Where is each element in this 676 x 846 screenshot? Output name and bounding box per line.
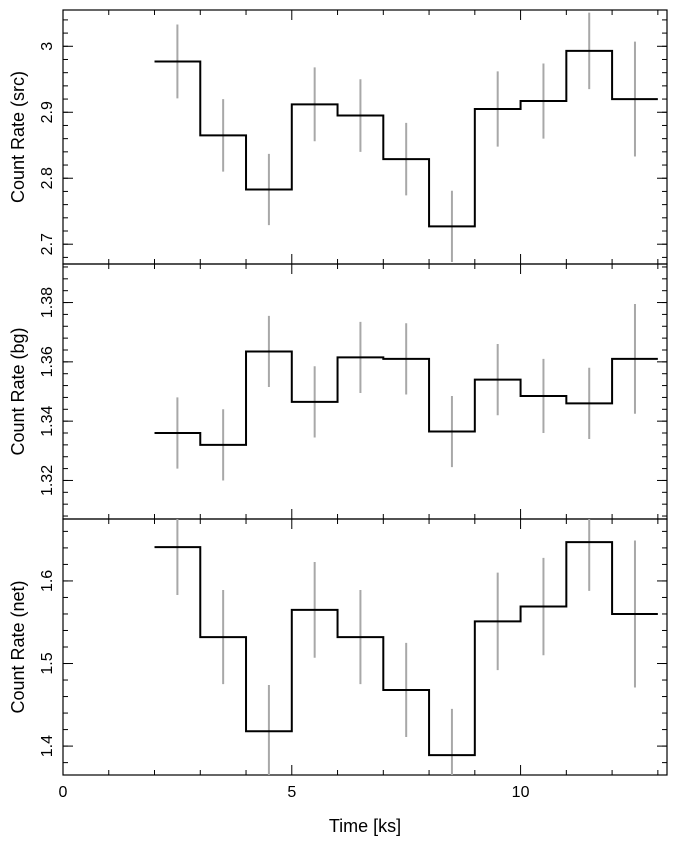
y-axis-label: Count Rate (net)	[8, 580, 28, 713]
panel-1: 2.7 2.8 2.9 3 Count Rate (src)	[8, 9, 668, 265]
y-tick-label: 2.9	[39, 101, 56, 123]
step-line	[154, 350, 658, 446]
panel-frame	[62, 263, 668, 520]
x-tick-label: 10	[512, 784, 530, 801]
y-tick-label: 1.34	[39, 405, 56, 436]
y-tick-label: 1.5	[39, 652, 56, 674]
x-tick-label: 0	[59, 784, 68, 801]
x-axis: Time [ks] 0 5 10	[59, 784, 530, 836]
y-axis-label: Count Rate (bg)	[8, 327, 28, 455]
x-tick-label: 5	[287, 784, 296, 801]
y-tick-label: 3	[39, 42, 56, 51]
y-tick-label: 2.8	[39, 167, 56, 189]
step-line	[154, 541, 658, 757]
y-tick-label: 1.6	[39, 570, 56, 592]
panel-frame	[62, 9, 668, 265]
y-tick-label: 1.32	[39, 465, 56, 496]
x-axis-label: Time [ks]	[329, 816, 401, 836]
y-tick-label: 2.7	[39, 233, 56, 255]
step-line	[154, 49, 658, 228]
y-tick-label: 1.4	[39, 735, 56, 757]
panel-3: 1.4 1.5 1.6 Count Rate (net)	[8, 518, 668, 776]
y-axis-label: Count Rate (src)	[8, 71, 28, 203]
y-tick-label: 1.38	[39, 287, 56, 318]
y-tick-label: 1.36	[39, 346, 56, 377]
panel-frame	[62, 518, 668, 776]
panel-2: 1.32 1.34 1.36 1.38 Count Rate (bg)	[8, 263, 668, 520]
